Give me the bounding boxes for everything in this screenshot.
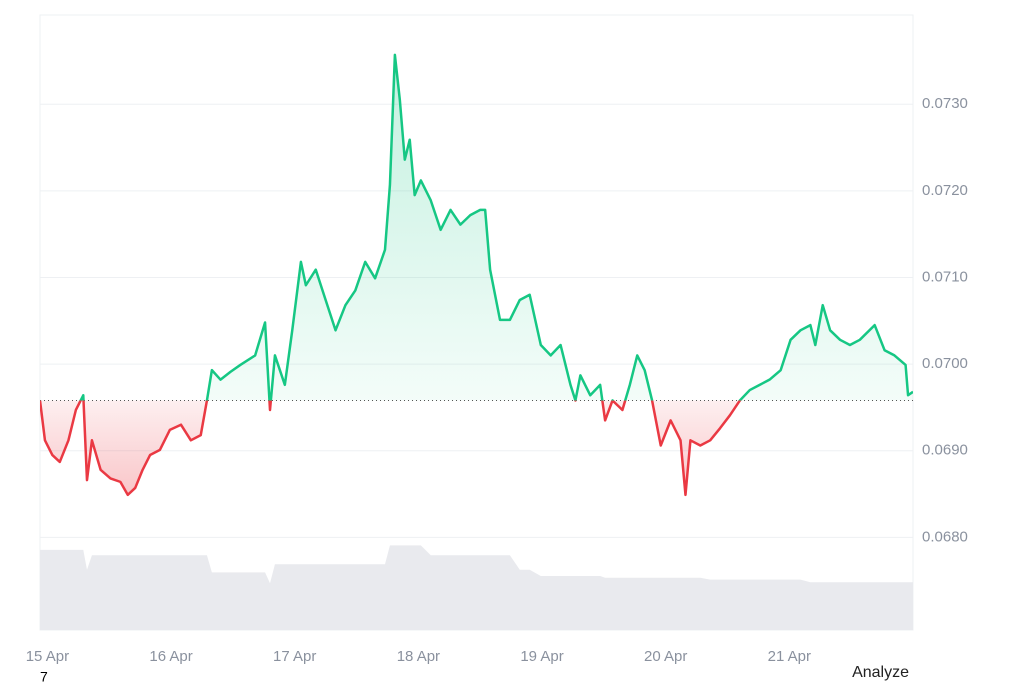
price-line-up [40, 53, 913, 401]
area-down [40, 400, 913, 495]
x-tick-label: 17 Apr [273, 648, 316, 665]
x-tick-label: 15 Apr [26, 648, 69, 665]
x-tick-label: 21 Apr [768, 648, 811, 665]
area-up [80, 54, 913, 401]
x-tick-label: 18 Apr [397, 648, 440, 665]
x-tick-label: 19 Apr [520, 648, 563, 665]
y-tick-label: 0.0690 [922, 442, 968, 459]
analyze-button[interactable]: Analyze [852, 664, 909, 681]
x-tick-label: 20 Apr [644, 648, 687, 665]
plot [40, 53, 913, 630]
y-tick-label: 0.0720 [922, 182, 968, 199]
x-tick-label: 16 Apr [149, 648, 192, 665]
y-tick-label: 0.0700 [922, 355, 968, 372]
volume-area [40, 545, 913, 630]
price-line-down [40, 400, 742, 497]
corner-label: 7 [40, 669, 48, 683]
y-tick-label: 0.0710 [922, 268, 968, 285]
y-tick-label: 0.0680 [922, 528, 968, 545]
y-tick-label: 0.0730 [922, 95, 968, 112]
